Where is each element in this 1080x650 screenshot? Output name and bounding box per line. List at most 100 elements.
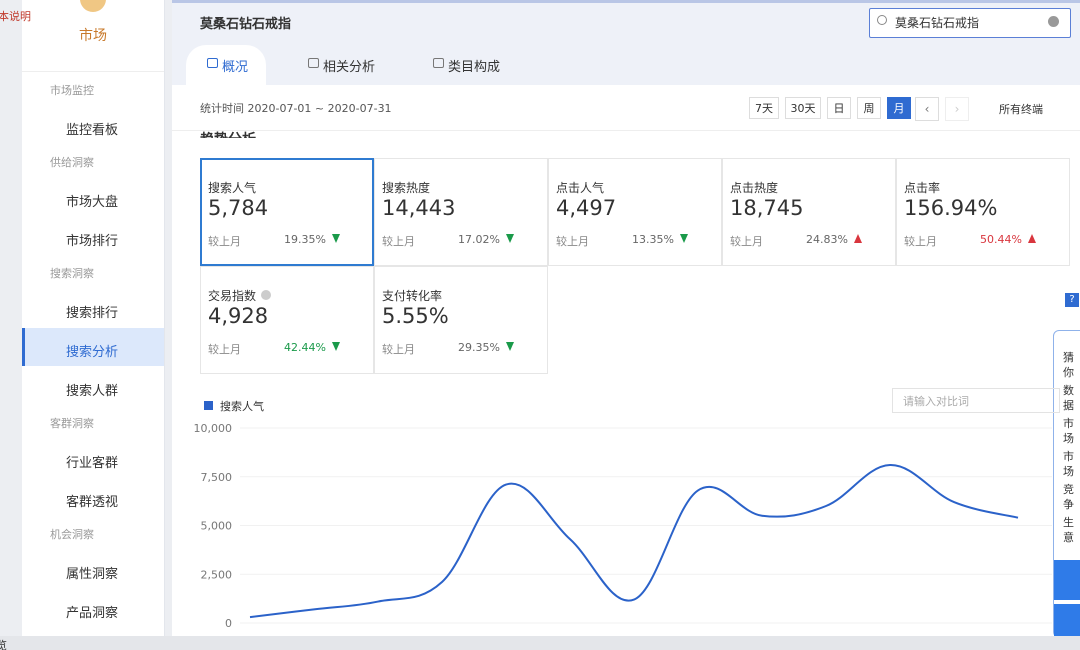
period-button[interactable]: 30天 (785, 97, 821, 119)
sidebar-item[interactable]: 属性洞察 (66, 567, 119, 582)
sidebar-heading: 供给洞察 (50, 156, 94, 169)
side-panel-text[interactable]: 竞争 (1063, 483, 1074, 511)
period-button[interactable]: 周 (857, 97, 881, 119)
change-value: 50.44% (980, 233, 1022, 246)
side-panel-text[interactable]: 市场 (1063, 417, 1074, 445)
sidebar-item[interactable]: 市场排行 (66, 234, 119, 249)
content (172, 131, 1080, 636)
tab[interactable]: 相关分析 (323, 60, 376, 75)
sidebar-item[interactable]: 市场大盘 (66, 195, 119, 210)
change-value: 19.35% (284, 233, 326, 246)
search-icon (877, 15, 887, 25)
y-tick-label: 10,000 (194, 422, 233, 435)
metric-card[interactable] (200, 266, 374, 374)
y-tick-label: 0 (225, 617, 232, 630)
page-title: 莫桑石钻石戒指 (200, 17, 292, 32)
metric-name: 搜索热度 (382, 181, 431, 195)
change-arrow (506, 342, 514, 351)
side-panel-text[interactable]: 数据开通 (1063, 384, 1074, 412)
legend-swatch (204, 401, 213, 410)
trend-chart: 0 2,500 5,000 7,500 10,000 (194, 422, 1052, 630)
sidebar-heading: 市场监控 (50, 84, 94, 97)
compare-label: 较上月 (382, 343, 415, 356)
metric-name: 交易指数 (208, 289, 257, 303)
legend-label: 搜索人气 (220, 400, 264, 413)
sidebar-item[interactable]: 搜索排行 (66, 306, 119, 321)
change-arrow (854, 234, 862, 243)
metric-value: 4,928 (208, 304, 269, 328)
compare-label: 较上月 (382, 235, 415, 248)
date-row (172, 85, 1080, 131)
search-text[interactable]: 莫桑石钻石戒指 (895, 16, 980, 30)
terminal-select[interactable]: 所有终端 (999, 103, 1043, 116)
y-tick-label: 7,500 (201, 471, 233, 484)
tab-active-bg (186, 45, 266, 85)
section-title: 趋势分析 (200, 126, 256, 138)
side-panel-text[interactable]: 市场旧板 (1063, 450, 1074, 478)
bottom-bar (0, 636, 1080, 650)
compare-label: 较上月 (730, 235, 763, 248)
compare-label: 较上月 (208, 235, 241, 248)
sidebar-item[interactable]: 监控看板 (66, 123, 119, 138)
metric-name: 支付转化率 (382, 289, 443, 303)
info-icon (261, 290, 271, 300)
sidebar-heading: 客群洞察 (50, 417, 94, 430)
tab-icon (433, 58, 444, 68)
compare-input[interactable]: 请输入对比词 (892, 388, 1060, 413)
corner-note: 本说明 (0, 10, 31, 23)
series-line (249, 464, 1019, 619)
compare-label: 较上月 (208, 343, 241, 356)
change-arrow (332, 234, 340, 243)
period-button[interactable]: 月 (887, 97, 911, 119)
sidebar-item[interactable]: 搜索分析 (66, 345, 119, 360)
sidebar-icon (80, 0, 106, 12)
panel-chat[interactable] (1054, 604, 1080, 636)
sidebar-item[interactable]: 产品洞察 (66, 606, 119, 621)
tab[interactable]: 概况 (222, 60, 249, 75)
help-icon[interactable]: ? (1065, 293, 1079, 307)
tab[interactable]: 类目构成 (448, 60, 501, 75)
change-value: 29.35% (458, 341, 500, 354)
period-button[interactable]: 7天 (749, 97, 779, 119)
sidebar-divider (22, 71, 164, 72)
y-tick-label: 2,500 (201, 568, 233, 581)
metric-card[interactable] (374, 266, 548, 374)
metric-value: 4,497 (556, 196, 617, 220)
change-arrow (1028, 234, 1036, 243)
sidebar-item[interactable]: 行业客群 (66, 456, 119, 471)
metric-card[interactable] (722, 158, 896, 266)
sidebar (22, 0, 165, 636)
bottom-note: 览 (0, 639, 7, 650)
side-panel-text[interactable]: 猜你 (1063, 351, 1074, 379)
tab-icon (308, 58, 319, 68)
change-value: 24.83% (806, 233, 848, 246)
search-clear (1048, 16, 1059, 27)
sidebar-item[interactable]: 客群透视 (66, 495, 119, 510)
panel-bell[interactable] (1054, 560, 1080, 600)
sidebar-active (22, 328, 164, 366)
change-value: 13.35% (632, 233, 674, 246)
metric-name: 点击人气 (556, 181, 605, 195)
search-box[interactable] (869, 8, 1071, 38)
period-button[interactable]: 日 (827, 97, 851, 119)
metric-value: 14,443 (382, 196, 456, 220)
sidebar-item[interactable]: 搜索人群 (66, 384, 119, 399)
date-range: 统计时间 2020-07-01 ~ 2020-07-31 (200, 102, 392, 115)
metric-name: 搜索人气 (208, 181, 257, 195)
tab-icon (207, 58, 218, 68)
metric-card[interactable] (200, 158, 374, 266)
side-panel-text[interactable]: 生意成交目？ (1063, 516, 1074, 544)
metric-card[interactable] (548, 158, 722, 266)
metric-name: 点击热度 (730, 181, 779, 195)
prev-button[interactable]: ‹ (915, 97, 939, 121)
next-button[interactable]: › (945, 97, 969, 121)
metric-card[interactable] (374, 158, 548, 266)
metric-value: 156.94% (904, 196, 998, 220)
sidebar-heading: 机会洞察 (50, 528, 94, 541)
sidebar-title: 市场 (79, 28, 107, 44)
change-arrow (506, 234, 514, 243)
metric-name: 点击率 (904, 181, 941, 195)
y-tick-label: 5,000 (201, 520, 233, 533)
metric-card[interactable] (896, 158, 1070, 266)
